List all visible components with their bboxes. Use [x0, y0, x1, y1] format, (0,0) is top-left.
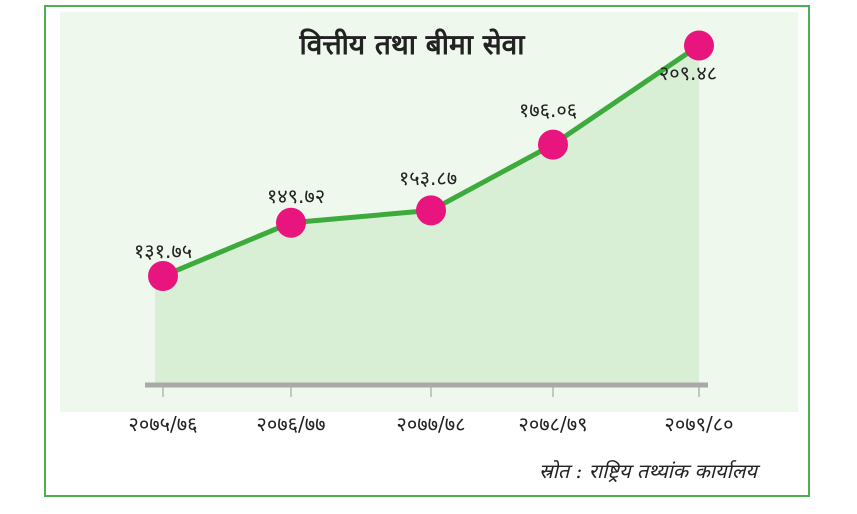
chart-title: वित्तीय तथा बीमा सेवा: [299, 28, 527, 61]
data-label-5: २०९.४८: [659, 61, 717, 85]
data-label-3: १५३.८७: [399, 166, 457, 190]
data-label-2: १४९.७२: [267, 184, 325, 208]
data-point-4: [538, 129, 568, 160]
data-label-4: १७६.०६: [519, 98, 577, 122]
x-tick-label-5: २०७९/८०: [664, 412, 733, 436]
data-point-3: [416, 195, 446, 226]
data-label-1: १३१.७५: [134, 239, 192, 263]
x-tick-label-1: २०७५/७६: [128, 412, 197, 436]
x-tick-label-2: २०७६/७७: [256, 412, 325, 436]
data-point-5: [684, 30, 714, 61]
data-point-2: [276, 207, 306, 238]
data-point-1: [148, 261, 178, 292]
source-note: स्रोत : राष्ट्रिय तथ्यांक कार्यालय: [539, 459, 760, 483]
x-tick-label-4: २०७८/७९: [518, 412, 587, 436]
x-tick-label-3: २०७७/७८: [396, 412, 465, 436]
